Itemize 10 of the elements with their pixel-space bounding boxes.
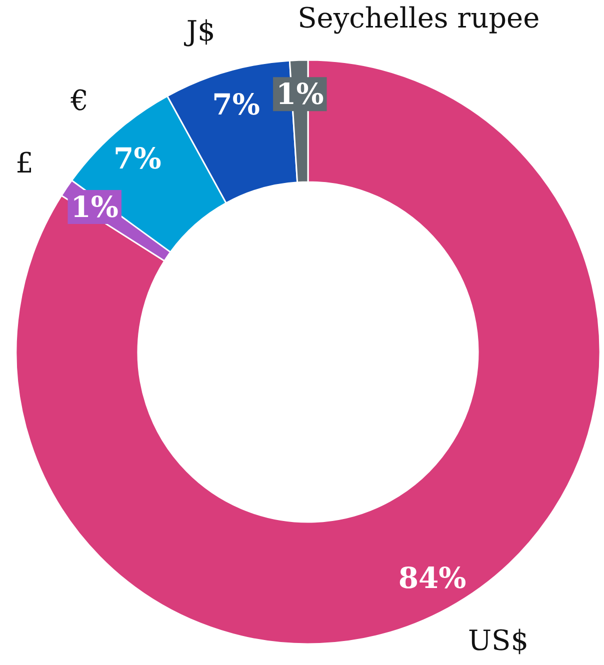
data-label: 7% [212, 87, 260, 122]
data-label: 7% [114, 141, 162, 176]
slice-label: J$ [183, 14, 216, 48]
data-label: 1% [276, 77, 324, 112]
slice-label: € [70, 84, 88, 118]
data-label: 84% [398, 561, 466, 596]
slice-label: US$ [468, 624, 529, 658]
slice-label: £ [16, 146, 34, 180]
slice-label: Seychelles rupee [298, 1, 540, 34]
data-label: 1% [70, 190, 118, 224]
